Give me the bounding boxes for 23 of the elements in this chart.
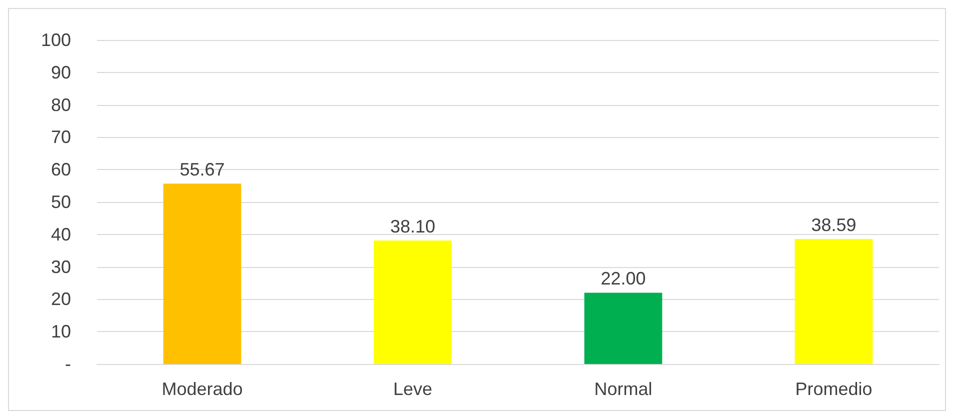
data-label: 22.00 [600,268,646,289]
y-tick-label: 50 [50,192,71,212]
y-tick-label: 100 [40,30,71,50]
data-label: 38.59 [811,214,856,235]
y-tick-label: - [65,354,71,374]
bar [374,240,452,364]
bar [794,238,873,364]
data-label: 38.10 [390,216,436,237]
bar [163,184,242,364]
y-tick-label: 70 [50,127,71,148]
y-tick-label: 90 [50,62,71,82]
bar [584,292,662,364]
x-tick-label: Promedio [795,379,872,399]
x-tick-label: Moderado [162,379,243,399]
y-tick-label: 30 [50,256,71,277]
y-tick-label: 80 [50,94,71,115]
y-tick-label: 60 [50,160,71,180]
y-tick-label: 10 [50,322,71,342]
y-tick-label: 40 [50,224,71,244]
x-tick-label: Leve [393,379,432,399]
x-tick-label: Normal [594,379,652,399]
data-label: 55.67 [180,160,225,180]
y-tick-label: 20 [50,289,71,310]
